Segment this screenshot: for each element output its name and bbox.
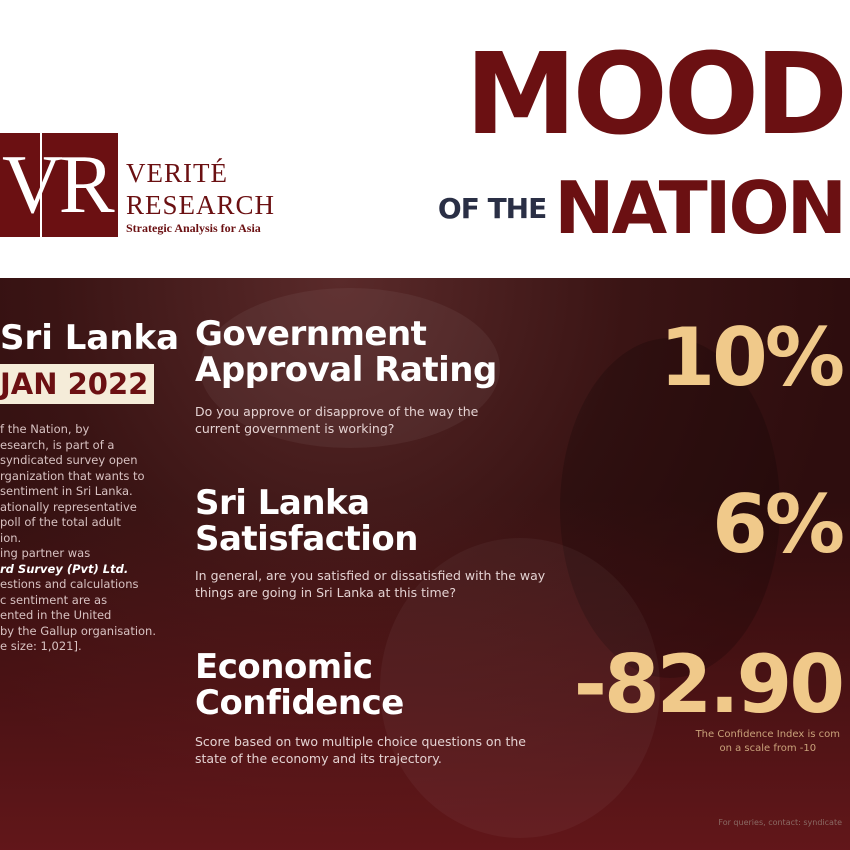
logo-initials: VR bbox=[2, 138, 115, 231]
intro-text: f the Nation, by esearch, is part of a s… bbox=[0, 422, 190, 655]
title-row: OF THE NATION bbox=[437, 166, 847, 250]
intro-line: by the Gallup organisation. bbox=[0, 623, 156, 638]
metric-value-satisfaction: 6% bbox=[712, 478, 845, 571]
metric-value-government-approval: 10% bbox=[659, 311, 845, 404]
intro-line: estions and calculations bbox=[0, 577, 139, 591]
note-line: on a scale from -10 bbox=[719, 743, 817, 754]
intro-line: sentiment in Sri Lanka. bbox=[0, 484, 133, 498]
background-photo bbox=[560, 338, 780, 678]
intro-line: esearch, is part of a bbox=[0, 437, 115, 452]
confidence-note: The Confidence Index is com on a scale f… bbox=[696, 728, 840, 756]
metric-title-government-approval: Government Approval Rating bbox=[195, 316, 497, 388]
date-badge: JAN 2022 bbox=[0, 364, 155, 404]
logo-block bbox=[0, 133, 40, 237]
metric-title-line: Sri Lanka bbox=[195, 483, 370, 523]
metric-question: Score based on two multiple choice quest… bbox=[195, 734, 526, 766]
metric-value-economic-confidence: -82.90 bbox=[573, 638, 845, 731]
note-line: The Confidence Index is com bbox=[695, 729, 840, 740]
metric-title-economic-confidence: Economic Confidence bbox=[195, 649, 404, 721]
metric-title-line: Government bbox=[195, 314, 427, 354]
partner-name: rd Survey (Pvt) Ltd. bbox=[0, 561, 129, 576]
intro-line: f the Nation, by bbox=[0, 422, 90, 436]
metric-title-line: Economic bbox=[195, 647, 373, 687]
header: VR VERITÉ RESEARCH Strategic Analysis fo… bbox=[0, 0, 850, 278]
metric-question: Do you approve or disapprove of the way … bbox=[195, 404, 479, 436]
metric-title-line: Confidence bbox=[195, 683, 404, 723]
title-mood: MOOD bbox=[465, 30, 848, 160]
title-nation: NATION bbox=[554, 166, 847, 250]
metric-title-line: Satisfaction bbox=[195, 519, 418, 559]
main-panel bbox=[0, 278, 850, 850]
background-photo bbox=[200, 288, 500, 448]
intro-line: ationally representative bbox=[0, 499, 137, 514]
metric-question: In general, are you satisfied or dissati… bbox=[195, 568, 546, 600]
intro-line: poll of the total adult bbox=[0, 515, 121, 529]
logo-name-line1: VERITÉ bbox=[126, 158, 228, 188]
logo-block bbox=[42, 133, 118, 237]
logo-name-line2: RESEARCH bbox=[126, 190, 276, 220]
intro-line: syndicated survey open bbox=[0, 453, 138, 467]
logo-tagline: Strategic Analysis for Asia bbox=[126, 221, 261, 235]
metric-title-satisfaction: Sri Lanka Satisfaction bbox=[195, 485, 418, 557]
intro-line: e size: 1,021]. bbox=[0, 639, 82, 653]
intro-line: ing partner was bbox=[0, 546, 91, 560]
footer-contact: For queries, contact: syndicate bbox=[718, 818, 842, 827]
intro-line: ented in the United bbox=[0, 608, 112, 622]
intro-line: c sentiment are as bbox=[0, 592, 108, 607]
intro-line: ion. bbox=[0, 530, 22, 545]
title-of-the: OF THE bbox=[437, 191, 547, 225]
country-label: Sri Lanka bbox=[0, 318, 180, 358]
intro-line: rganization that wants to bbox=[0, 468, 145, 483]
metric-title-line: Approval Rating bbox=[195, 350, 497, 390]
background-photo bbox=[380, 538, 660, 838]
